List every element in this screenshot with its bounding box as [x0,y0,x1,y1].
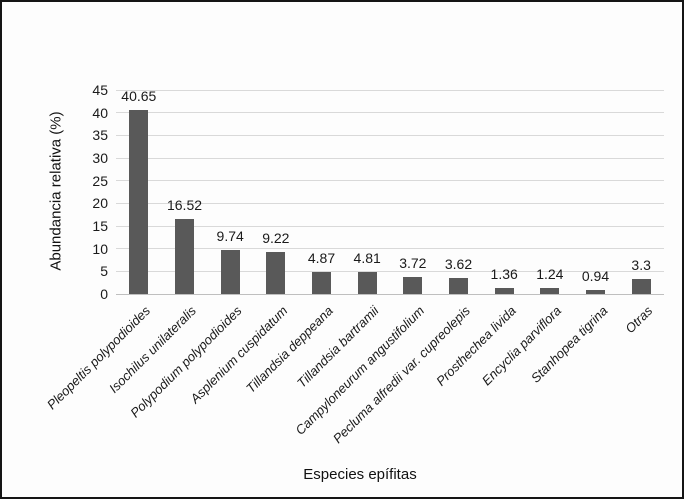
x-axis-title: Especies epífitas [303,466,417,483]
bar-value-label: 0.94 [581,267,610,284]
gridline [116,248,664,250]
bar [631,279,651,294]
bar-value-label: 9.74 [216,227,244,244]
gridline [116,134,664,136]
bar-value-label: 3.72 [399,255,427,272]
bar-value-label: 3.62 [444,255,473,272]
bar [449,277,468,294]
y-tick-label: 15 [92,218,108,234]
bar [403,277,423,294]
bar [129,109,149,294]
gridline [116,293,664,295]
category-label: Encyclia parviflora [479,303,565,389]
gridline [116,157,664,159]
gridline [116,180,664,182]
bar-value-label: 40.65 [121,87,157,104]
bar [220,249,240,294]
gridline [116,112,664,114]
y-tick-label: 40 [92,104,108,121]
bar [266,252,286,294]
plot-area: 40.65 16.52 9.74 9.22 4.87 4.81 3.72 3.62 1.36 1.… [116,87,664,295]
y-tick-label: 35 [92,127,108,144]
bar-value-label: 16.52 [166,197,203,214]
y-tick-label: 10 [92,240,108,257]
category-label: Isochilus unilateralis [106,303,200,396]
gridline [116,225,664,227]
y-tick-label: 45 [92,82,108,98]
y-tick-label: 20 [92,195,108,212]
bar-value-label: 1.24 [536,266,564,283]
y-tick-label: 25 [92,172,108,189]
bar [357,272,377,294]
bar-value-label: 9.22 [262,230,290,247]
bar [312,271,331,294]
bar-value-label: 4.87 [307,249,336,266]
bar [494,287,514,294]
gridline [116,270,664,272]
y-tick-label: 30 [92,150,108,166]
category-label: Tillandsia deppeana [243,303,337,396]
category-label: Tillandsia bartramii [294,303,382,391]
bar [540,288,560,294]
bar [586,289,605,294]
gridline [116,89,664,91]
bar-value-label: 1.36 [490,265,518,282]
category-label: Otras [622,303,656,337]
gridline [116,202,664,204]
category-label: Prosthechea livida [433,303,519,389]
bar-value-label: 4.81 [353,250,381,267]
y-tick-label: 0 [100,286,108,302]
y-tick-label: 5 [100,263,108,280]
bar-value-label: 3.3 [631,257,651,274]
bar [175,219,194,294]
